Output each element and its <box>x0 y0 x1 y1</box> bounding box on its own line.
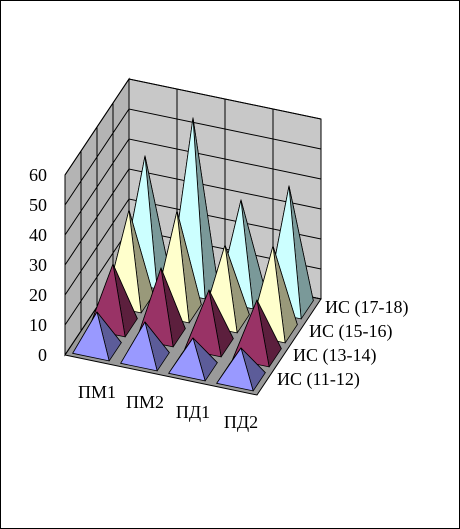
x-tick-label: ПД1 <box>176 402 210 422</box>
grid-line <box>64 138 322 236</box>
y-tick-label: 40 <box>29 225 47 245</box>
y-tick-label: 50 <box>29 195 47 215</box>
grid-line <box>64 198 322 296</box>
y-tick-label: 0 <box>38 345 47 365</box>
x-tick-label: ПД2 <box>224 412 258 432</box>
series-label: ИС (15-16) <box>309 321 393 342</box>
pyramid-face <box>216 347 254 392</box>
y-tick-label: 20 <box>29 285 47 305</box>
grid-line <box>64 108 322 206</box>
x-tick-label: ПМ2 <box>126 392 164 412</box>
pyramid-face <box>120 321 158 372</box>
series-label: ИС (17-18) <box>325 297 409 318</box>
pyramid-face <box>72 311 110 362</box>
y-tick-label: 60 <box>29 165 47 185</box>
pyramid-face <box>168 337 206 382</box>
series-label: ИС (11-12) <box>277 369 360 390</box>
y-tick-label: 10 <box>29 315 47 335</box>
x-tick-label: ПМ1 <box>78 382 116 402</box>
y-tick-label: 30 <box>29 255 47 275</box>
grid-line <box>64 168 322 266</box>
series-label: ИС (13-14) <box>293 345 377 366</box>
grid-line <box>64 78 322 176</box>
